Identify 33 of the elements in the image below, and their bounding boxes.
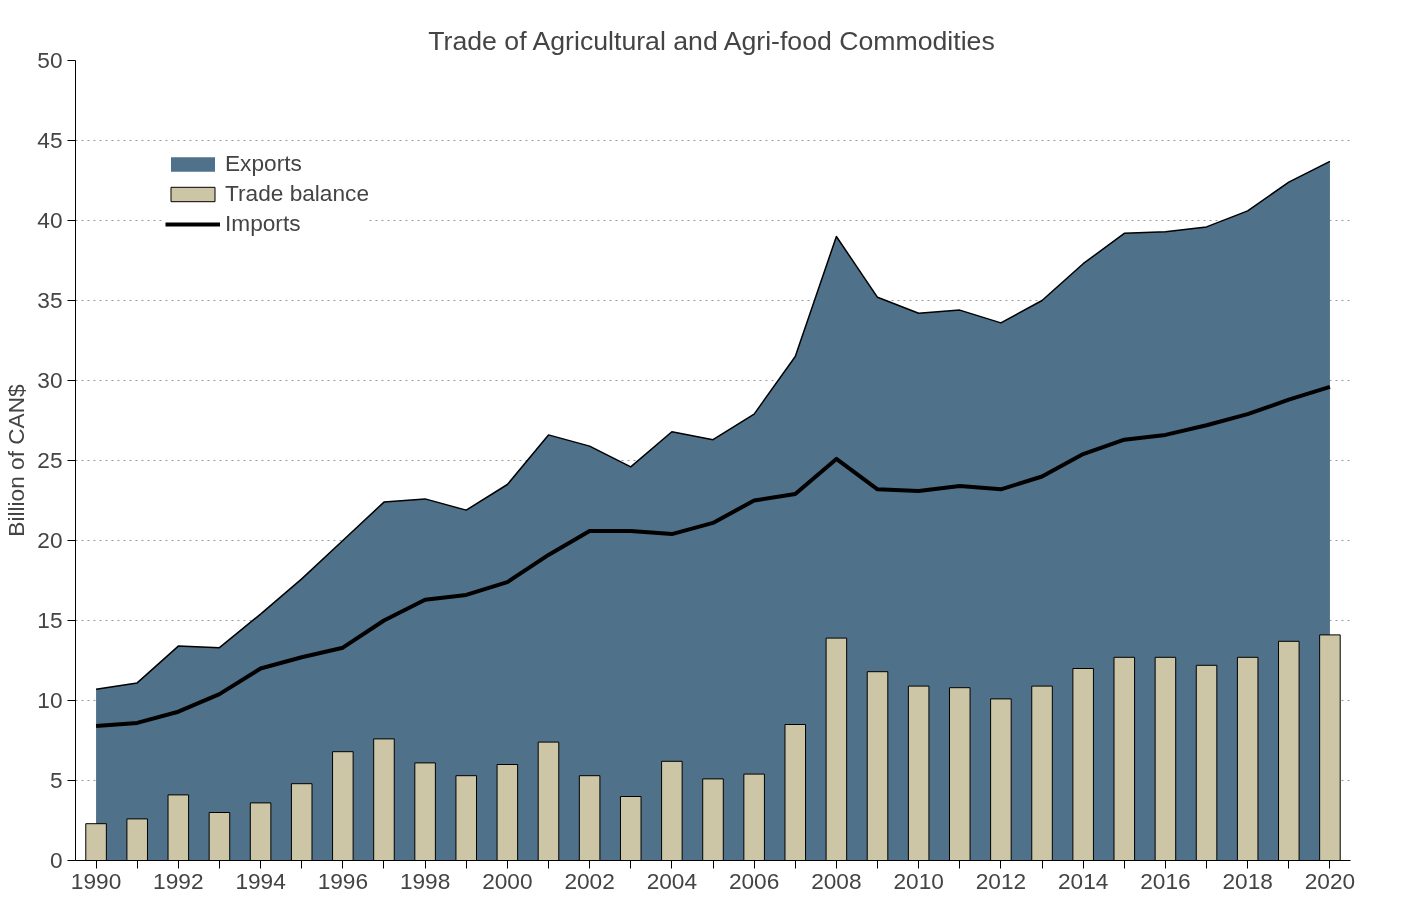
x-tick-label: 2004 <box>646 867 698 894</box>
x-tick-label: 2012 <box>975 867 1027 894</box>
y-tick-label: 20 <box>37 527 63 553</box>
chart-title: Trade of Agricultural and Agri-food Commodities <box>428 25 995 56</box>
line-series <box>94 384 1332 729</box>
y-tick-label: 45 <box>37 127 63 153</box>
y-tick-label: 50 <box>37 47 63 73</box>
y-tick-label: 25 <box>37 447 63 473</box>
x-tick-label: 2010 <box>893 867 944 894</box>
x-tick-label: 2000 <box>482 867 533 894</box>
y-tick-label: 30 <box>37 367 63 393</box>
y-tick-label: 15 <box>37 607 63 633</box>
x-tick-label: 2006 <box>728 867 780 894</box>
y-tick-label: 0 <box>49 847 63 873</box>
legend-label: Imports <box>225 210 301 237</box>
y-tick-label: 5 <box>49 767 63 793</box>
x-tick-label: 1990 <box>70 867 122 894</box>
x-tick-label: 2020 <box>1304 867 1356 894</box>
x-tick-label: 1996 <box>317 867 369 894</box>
x-tick-label: 1992 <box>153 867 204 894</box>
x-tick-label: 2016 <box>1140 867 1191 894</box>
legend-label: Exports <box>225 150 302 177</box>
y-tick-label: 10 <box>37 687 63 713</box>
x-tick-label: 1998 <box>399 867 451 894</box>
x-tick-label: 2002 <box>564 867 615 894</box>
x-tick-label: 2018 <box>1222 867 1273 894</box>
y-tick-label: 35 <box>37 287 63 313</box>
y-axis-title: Billion of CAN$ <box>3 383 30 537</box>
x-tick-label: 2008 <box>811 867 862 894</box>
x-tick-label: 2014 <box>1057 867 1109 894</box>
legend-label: Trade balance <box>225 180 370 207</box>
x-tick-label: 1994 <box>235 867 286 894</box>
y-tick-label: 40 <box>37 207 63 233</box>
